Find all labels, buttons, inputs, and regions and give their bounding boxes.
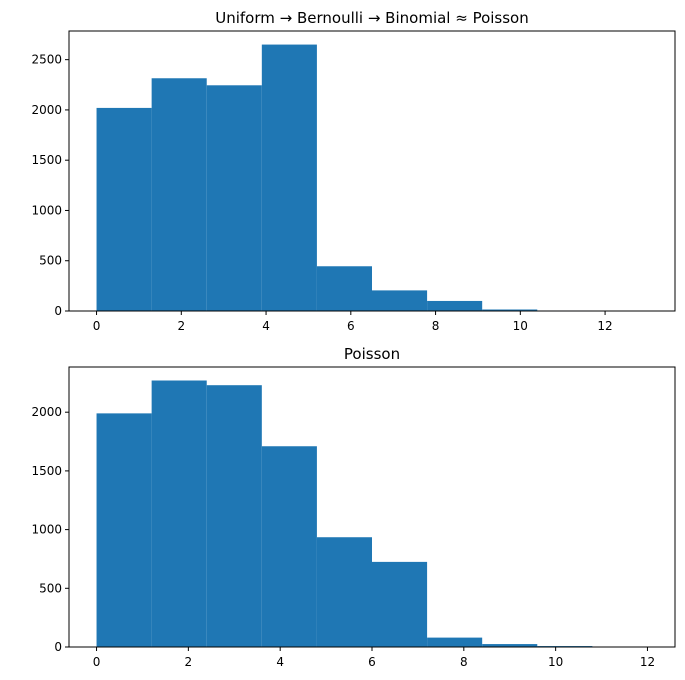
histogram-bar: [151, 380, 207, 647]
histogram-bar: [372, 561, 428, 647]
y-tick-label: 2000: [31, 405, 62, 419]
histogram-bar: [427, 300, 483, 311]
histogram-bar: [427, 637, 483, 647]
x-tick-label: 8: [432, 319, 440, 333]
chart-title: Poisson: [344, 345, 400, 363]
histogram-bar: [316, 266, 372, 311]
histogram-bar: [206, 385, 262, 647]
y-tick-label: 2000: [31, 103, 62, 117]
y-tick-label: 1500: [31, 464, 62, 478]
y-tick-label: 0: [54, 640, 62, 654]
histogram-bar: [96, 107, 152, 312]
x-tick-label: 6: [347, 319, 355, 333]
y-tick-label: 1000: [31, 203, 62, 217]
histogram-bar: [261, 446, 317, 647]
x-tick-label: 6: [368, 655, 376, 669]
y-tick-label: 500: [39, 581, 62, 595]
histogram-panel-1: 0 2 4 6 8 10 12 0 500 1000 1500 2000 2500 Uniform → B…: [31, 9, 676, 333]
y-tick-label: 2500: [31, 53, 62, 67]
y-tick-label: 500: [39, 254, 62, 268]
x-tick-label: 10: [548, 655, 563, 669]
x-tick-label: 2: [185, 655, 193, 669]
chart-title: Uniform → Bernoulli → Binomial ≈ Poisson: [215, 9, 529, 27]
histogram-panel-2: 0 2 4 6 8 10 12 0 500 1000 1500 2000 Poisson: [31, 345, 676, 669]
x-tick-label: 0: [93, 319, 101, 333]
x-tick-label: 12: [640, 655, 655, 669]
x-tick-label: 10: [513, 319, 528, 333]
histogram-bar: [482, 644, 538, 647]
x-tick-label: 12: [597, 319, 612, 333]
x-tick-label: 4: [262, 319, 270, 333]
histogram-bar: [482, 309, 538, 311]
histogram-bar: [96, 413, 152, 647]
histogram-bar: [316, 537, 372, 647]
axes-frame: [68, 30, 676, 312]
x-tick-label: 4: [276, 655, 284, 669]
histogram-bar: [206, 85, 262, 312]
x-tick-label: 0: [93, 655, 101, 669]
y-tick-label: 1500: [31, 153, 62, 167]
y-tick-label: 1000: [31, 523, 62, 537]
x-tick-label: 8: [460, 655, 468, 669]
y-tick-label: 0: [54, 304, 62, 318]
x-tick-label: 2: [177, 319, 185, 333]
histogram-bar: [261, 44, 317, 311]
histogram-bar: [151, 78, 207, 311]
histogram-bar: [372, 290, 428, 311]
